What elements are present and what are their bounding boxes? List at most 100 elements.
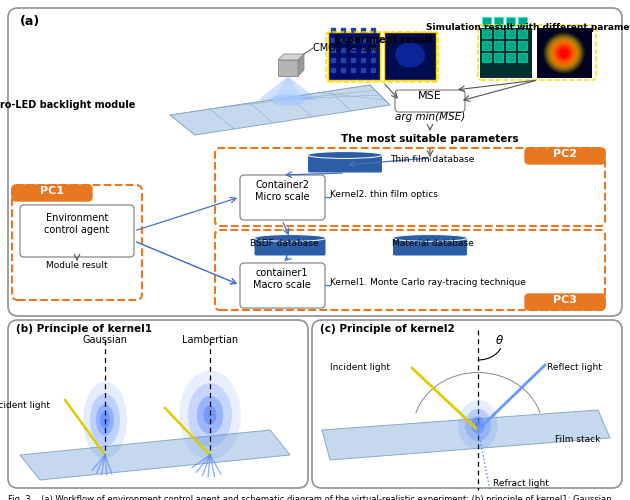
Text: arg min(MSE): arg min(MSE) bbox=[395, 112, 465, 122]
Bar bbox=[482, 41, 491, 50]
Text: Fig. 3.   (a) Workflow of environment control agent and schematic diagram of the: Fig. 3. (a) Workflow of environment cont… bbox=[8, 495, 612, 500]
FancyBboxPatch shape bbox=[525, 294, 605, 310]
Ellipse shape bbox=[96, 404, 114, 436]
FancyBboxPatch shape bbox=[395, 90, 465, 112]
Bar bbox=[506, 17, 515, 26]
Text: Micro-LED backlight module: Micro-LED backlight module bbox=[0, 100, 135, 110]
Bar bbox=[482, 29, 491, 38]
Bar bbox=[480, 28, 532, 78]
Bar bbox=[494, 17, 503, 26]
Bar bbox=[506, 41, 515, 50]
FancyBboxPatch shape bbox=[240, 175, 325, 220]
Text: Incident light: Incident light bbox=[330, 364, 390, 372]
Polygon shape bbox=[322, 410, 610, 460]
FancyBboxPatch shape bbox=[312, 320, 622, 488]
Text: Experiment result: Experiment result bbox=[333, 35, 433, 45]
Circle shape bbox=[546, 35, 582, 71]
Bar bbox=[494, 53, 503, 62]
Circle shape bbox=[553, 42, 576, 64]
Ellipse shape bbox=[471, 416, 485, 434]
FancyBboxPatch shape bbox=[8, 8, 622, 316]
Text: container1
Macro scale: container1 Macro scale bbox=[253, 268, 311, 289]
Ellipse shape bbox=[254, 234, 326, 242]
Ellipse shape bbox=[458, 400, 498, 450]
Circle shape bbox=[558, 46, 571, 60]
Polygon shape bbox=[273, 76, 303, 100]
Ellipse shape bbox=[307, 152, 382, 158]
Text: Material database: Material database bbox=[392, 238, 474, 248]
Circle shape bbox=[560, 49, 568, 57]
Text: θ: θ bbox=[496, 334, 503, 346]
Text: (c) Principle of kernel2: (c) Principle of kernel2 bbox=[320, 324, 455, 334]
Circle shape bbox=[563, 52, 565, 54]
Ellipse shape bbox=[179, 370, 241, 460]
FancyBboxPatch shape bbox=[8, 320, 308, 488]
Circle shape bbox=[551, 40, 577, 66]
Text: Kernel2. thin film optics: Kernel2. thin film optics bbox=[330, 190, 438, 199]
Text: Lambertian: Lambertian bbox=[182, 335, 238, 345]
Text: (a): (a) bbox=[20, 15, 40, 28]
Circle shape bbox=[549, 38, 580, 68]
Circle shape bbox=[544, 34, 583, 72]
Text: Refract light: Refract light bbox=[493, 479, 549, 488]
Text: Thin film database: Thin film database bbox=[390, 156, 474, 164]
Bar bbox=[518, 29, 527, 38]
Bar bbox=[537, 28, 592, 78]
Bar bbox=[482, 53, 491, 62]
Bar bbox=[482, 17, 491, 26]
Polygon shape bbox=[170, 85, 390, 135]
Bar bbox=[518, 41, 527, 50]
Ellipse shape bbox=[475, 421, 481, 428]
Ellipse shape bbox=[465, 409, 491, 441]
Text: Gaussian: Gaussian bbox=[83, 335, 127, 345]
Circle shape bbox=[554, 42, 575, 64]
FancyBboxPatch shape bbox=[307, 155, 382, 173]
Text: Container2
Micro scale: Container2 Micro scale bbox=[255, 180, 309, 202]
FancyBboxPatch shape bbox=[392, 238, 467, 256]
Circle shape bbox=[547, 36, 581, 70]
Ellipse shape bbox=[392, 234, 467, 242]
Polygon shape bbox=[298, 54, 304, 76]
Text: Reflect light: Reflect light bbox=[547, 364, 602, 372]
Circle shape bbox=[550, 39, 578, 67]
Text: BSDF database: BSDF database bbox=[250, 238, 319, 248]
Bar bbox=[506, 29, 515, 38]
Ellipse shape bbox=[90, 394, 120, 446]
Text: Incident light: Incident light bbox=[0, 400, 50, 409]
FancyBboxPatch shape bbox=[525, 148, 605, 164]
Polygon shape bbox=[20, 430, 290, 480]
Text: The most suitable parameters: The most suitable parameters bbox=[341, 134, 519, 144]
Ellipse shape bbox=[270, 94, 306, 106]
Circle shape bbox=[559, 48, 569, 58]
FancyBboxPatch shape bbox=[240, 263, 325, 308]
Circle shape bbox=[561, 50, 566, 56]
Bar bbox=[328, 32, 380, 80]
Bar bbox=[518, 53, 527, 62]
Polygon shape bbox=[278, 60, 298, 76]
Text: PC3: PC3 bbox=[553, 295, 577, 305]
Ellipse shape bbox=[203, 406, 217, 424]
Ellipse shape bbox=[83, 382, 127, 458]
FancyBboxPatch shape bbox=[20, 205, 134, 257]
Circle shape bbox=[556, 45, 572, 61]
Bar bbox=[506, 53, 515, 62]
Text: Simulation result with different parameters: Simulation result with different paramet… bbox=[426, 23, 630, 32]
Ellipse shape bbox=[395, 42, 425, 68]
Polygon shape bbox=[258, 76, 318, 100]
Bar bbox=[384, 32, 436, 80]
Bar bbox=[518, 17, 527, 26]
Ellipse shape bbox=[197, 396, 223, 434]
Text: CMOS sensor: CMOS sensor bbox=[313, 43, 377, 53]
Text: Module result: Module result bbox=[46, 261, 108, 270]
FancyBboxPatch shape bbox=[254, 238, 326, 256]
Text: PC2: PC2 bbox=[553, 149, 577, 159]
FancyBboxPatch shape bbox=[12, 185, 92, 201]
Ellipse shape bbox=[100, 411, 110, 428]
Bar bbox=[494, 41, 503, 50]
Bar bbox=[494, 29, 503, 38]
Text: Environment
control agent: Environment control agent bbox=[45, 213, 110, 234]
Text: Film stack: Film stack bbox=[554, 436, 600, 444]
Text: PC1: PC1 bbox=[40, 186, 64, 196]
Polygon shape bbox=[278, 54, 304, 60]
Ellipse shape bbox=[188, 383, 232, 447]
